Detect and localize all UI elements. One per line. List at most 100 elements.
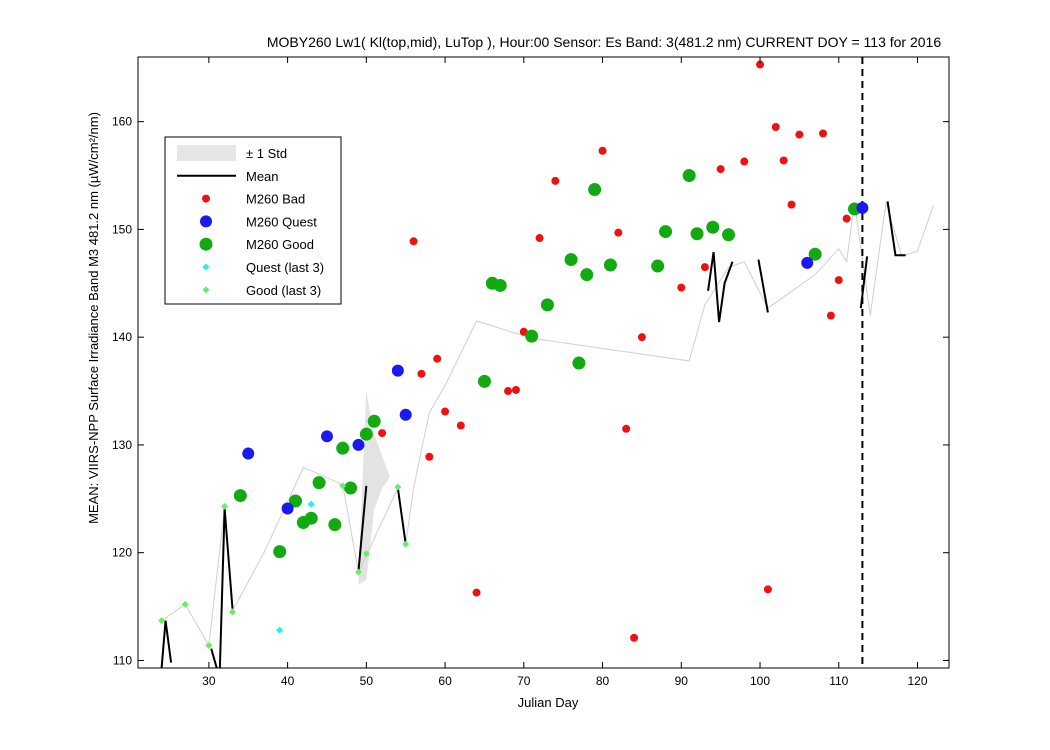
m260-bad-point <box>504 387 513 396</box>
m260-bad-point <box>378 429 387 438</box>
mean-line-segment-5 <box>707 251 734 323</box>
x-tick-label: 110 <box>829 674 848 688</box>
y-tick-label: 110 <box>113 653 132 667</box>
legend-label-m260-bad: M260 Bad <box>246 192 305 207</box>
m260-good-point <box>580 268 594 282</box>
m260-good-point <box>477 374 491 388</box>
legend: ± 1 Std Mean M260 Bad M260 Quest M260 Good Qu… <box>164 136 342 305</box>
m260-quest-point <box>242 447 255 460</box>
m260-bad-point <box>456 421 465 430</box>
good-last-3-point <box>362 550 370 558</box>
good-last-3-point <box>181 600 189 608</box>
axes: 30 40 50 60 70 80 90 100 110 120 110 120 130 140 150 16… <box>112 56 950 688</box>
m260-good-point <box>540 298 554 312</box>
x-tick-label: 90 <box>675 674 689 688</box>
m260-bad-point <box>779 156 788 165</box>
y-tick-label: 130 <box>112 438 132 452</box>
m260-bad-point <box>763 585 772 594</box>
m260-good-point <box>808 247 822 261</box>
mean-line-segment-4 <box>396 487 407 545</box>
y-tick-label: 120 <box>112 546 132 560</box>
m260-bad-point <box>756 60 765 69</box>
legend-label-m260-good: M260 Good <box>246 237 314 252</box>
m260-good-point <box>336 441 350 455</box>
m260-quest-point <box>399 408 412 421</box>
x-tick-label: 60 <box>438 674 452 688</box>
m260-good-point <box>690 227 704 241</box>
m260-good-point <box>344 481 358 495</box>
x-tick-label: 40 <box>281 674 295 688</box>
x-tick-label: 50 <box>360 674 374 688</box>
m260-quest-point <box>856 201 869 214</box>
m260-good-point <box>651 259 665 273</box>
good-last-3-point <box>339 482 347 490</box>
m260-quest-point <box>281 502 294 515</box>
m260-bad-point <box>425 452 434 461</box>
m260-quest-point <box>352 438 365 451</box>
m260-bad-point <box>630 633 639 642</box>
y-tick-label: 160 <box>112 115 132 129</box>
y-axis-label: MEAN: VIIRS-NPP Surface Irradiance Band … <box>86 112 101 524</box>
chart-title: MOBY260 Lw1( Kl(top,mid), LuTop ), Hour:… <box>267 34 941 50</box>
legend-swatch-quest-last-3 <box>202 263 210 271</box>
m260-quest-point <box>391 364 404 377</box>
x-tick-label: 30 <box>202 674 216 688</box>
m260-good-point <box>328 518 342 532</box>
legend-swatch-m260-good <box>199 237 213 251</box>
x-axis-label: Julian Day <box>518 695 579 710</box>
m260-bad-point <box>551 176 560 185</box>
m260-good-point <box>288 494 302 508</box>
m260-bad-point <box>834 276 843 285</box>
m260-bad-point <box>637 333 646 342</box>
m260-bad-point <box>740 157 749 166</box>
m260-quest-point <box>320 430 333 443</box>
good-last-3-point <box>402 540 410 548</box>
m260-good-point <box>706 220 720 234</box>
m260-good-point <box>682 169 696 183</box>
m260-good-point <box>359 427 373 441</box>
m260-bad-point <box>598 146 607 155</box>
m260-bad-point <box>441 407 450 416</box>
m260-bad-point <box>842 214 851 223</box>
mean-line-segment-8 <box>886 201 906 257</box>
m260-good-point <box>525 329 539 343</box>
m260-bad-point <box>826 311 835 320</box>
m260-quest-point <box>801 256 814 269</box>
x-tick-label: 80 <box>596 674 610 688</box>
plot-content <box>158 57 934 668</box>
m260-good-point <box>564 253 578 267</box>
mean-line-segment-6 <box>757 259 769 313</box>
legend-swatch-good-last-3 <box>202 286 210 294</box>
x-tick-label: 70 <box>517 674 531 688</box>
legend-swatch-m260-bad <box>202 194 210 203</box>
m260-bad-point <box>409 237 418 246</box>
legend-swatch-1-std <box>177 145 236 161</box>
good-last-3-point <box>221 502 229 510</box>
quest-last-3-point <box>307 500 315 508</box>
m260-bad-point <box>819 129 828 138</box>
mean-line-segment-1 <box>210 648 218 668</box>
good-last-3-point <box>228 608 236 616</box>
legend-swatch-m260-quest <box>200 215 212 228</box>
m260-good-point <box>304 511 318 525</box>
m260-good-point <box>233 489 247 503</box>
m260-good-point <box>273 545 287 559</box>
good-last-3-point <box>354 568 362 576</box>
m260-bad-point <box>614 228 623 237</box>
y-tick-label: 150 <box>112 222 132 236</box>
m260-bad-point <box>417 369 426 378</box>
m260-good-point <box>493 278 507 292</box>
quest-last-3-point <box>276 626 284 634</box>
m260-bad-point <box>771 123 780 132</box>
x-tick-label: 120 <box>907 674 927 688</box>
m260-bad-point <box>677 283 686 292</box>
legend-label-1-std: ± 1 Std <box>246 146 287 161</box>
mean-line-segment-3 <box>357 485 368 572</box>
m260-good-point <box>588 183 602 197</box>
m260-good-point <box>572 356 586 370</box>
good-last-3-point <box>158 617 166 625</box>
m260-bad-point <box>511 385 520 394</box>
m260-good-point <box>659 225 673 239</box>
m260-good-point <box>603 258 617 272</box>
